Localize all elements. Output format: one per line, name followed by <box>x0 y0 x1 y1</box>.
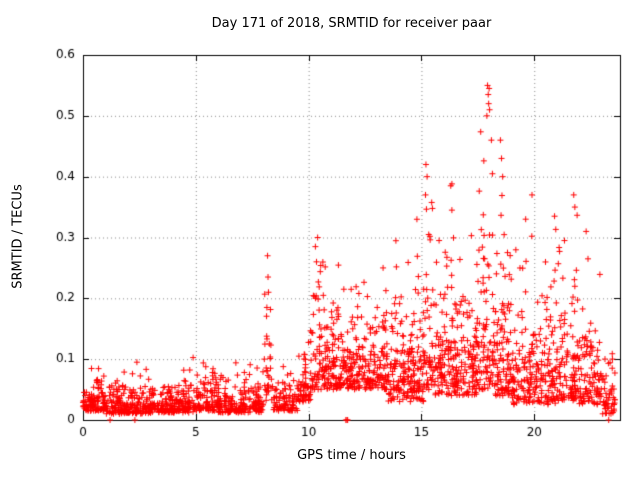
y-axis-label: SRMTID / TECUs <box>10 184 26 289</box>
x-axis-label: GPS time / hours <box>297 448 406 463</box>
chart-title: Day 171 of 2018, SRMTID for receiver paa… <box>211 16 492 31</box>
